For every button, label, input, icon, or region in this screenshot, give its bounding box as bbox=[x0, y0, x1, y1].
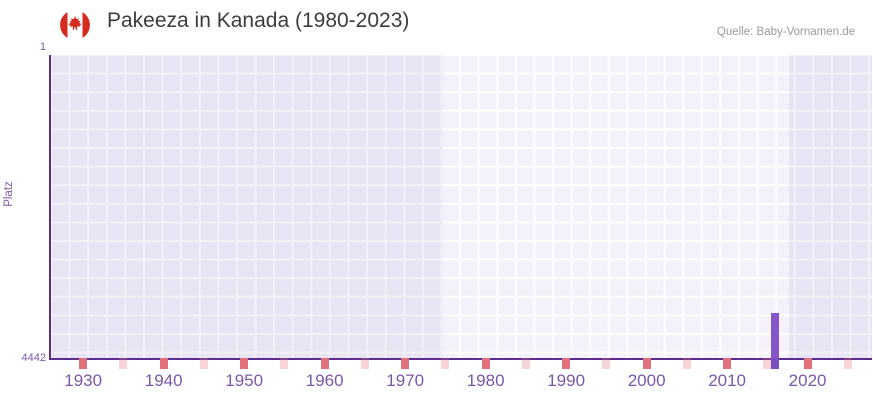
y-axis-tick-bottom: 4442 bbox=[21, 352, 46, 364]
bar bbox=[771, 313, 780, 358]
x-axis-tick-label: 2010 bbox=[708, 371, 747, 390]
x-axis-tick-mark bbox=[682, 358, 691, 369]
bar-series bbox=[51, 55, 872, 358]
x-axis-tick-label: 1970 bbox=[386, 371, 425, 390]
x-axis-tick-label: 1950 bbox=[225, 371, 264, 390]
plot-grid-background bbox=[51, 55, 872, 358]
y-axis-tick-top: 1 bbox=[39, 41, 46, 53]
x-axis-tick-label: 1960 bbox=[305, 371, 344, 390]
y-axis-line bbox=[49, 55, 51, 360]
x-axis-tick-mark bbox=[642, 358, 651, 369]
x-axis-tick-mark bbox=[360, 358, 369, 369]
source-note: Quelle: Baby-Vornamen.de bbox=[716, 26, 855, 38]
x-axis-tick-mark bbox=[521, 358, 530, 369]
x-axis-tick-label: 1930 bbox=[64, 371, 103, 390]
x-axis-tick-mark bbox=[159, 358, 168, 369]
x-axis-tick-mark bbox=[79, 358, 88, 369]
x-axis-tick-mark bbox=[320, 358, 329, 369]
x-axis-tick-mark bbox=[803, 358, 812, 369]
chart-header: Pakeeza in Kanada (1980-2023) Quelle: Ba… bbox=[0, 0, 873, 48]
x-axis-tick-mark bbox=[240, 358, 249, 369]
canada-flag-icon bbox=[60, 10, 90, 40]
x-axis-labels: 1930 1940 1950 1960 1970 1980 1990 2000 2010 2020 bbox=[0, 371, 873, 397]
x-axis-tick-mark bbox=[562, 358, 571, 369]
x-axis-ticks bbox=[51, 358, 873, 369]
x-axis-tick-mark bbox=[280, 358, 289, 369]
x-axis-tick-mark bbox=[441, 358, 450, 369]
x-axis-tick-label: 1980 bbox=[466, 371, 505, 390]
x-axis-tick-label: 2020 bbox=[788, 371, 827, 390]
x-axis-tick-mark bbox=[401, 358, 410, 369]
x-axis-tick-label: 1940 bbox=[144, 371, 183, 390]
x-axis-line bbox=[49, 358, 872, 360]
x-axis-tick-mark bbox=[119, 358, 128, 369]
chart-plot-area bbox=[49, 55, 872, 360]
x-axis-tick-mark bbox=[199, 358, 208, 369]
x-axis-tick-mark bbox=[763, 358, 772, 369]
x-axis-tick-label: 2000 bbox=[627, 371, 666, 390]
x-axis-data-tick-mark bbox=[771, 358, 780, 369]
y-axis-title: Platz bbox=[3, 181, 15, 207]
x-axis-tick-mark bbox=[843, 358, 852, 369]
x-axis-tick-mark bbox=[602, 358, 611, 369]
page-title: Pakeeza in Kanada (1980-2023) bbox=[107, 9, 410, 32]
x-axis-tick-mark bbox=[481, 358, 490, 369]
x-axis-tick-mark bbox=[723, 358, 732, 369]
x-axis-tick-label: 1990 bbox=[547, 371, 586, 390]
